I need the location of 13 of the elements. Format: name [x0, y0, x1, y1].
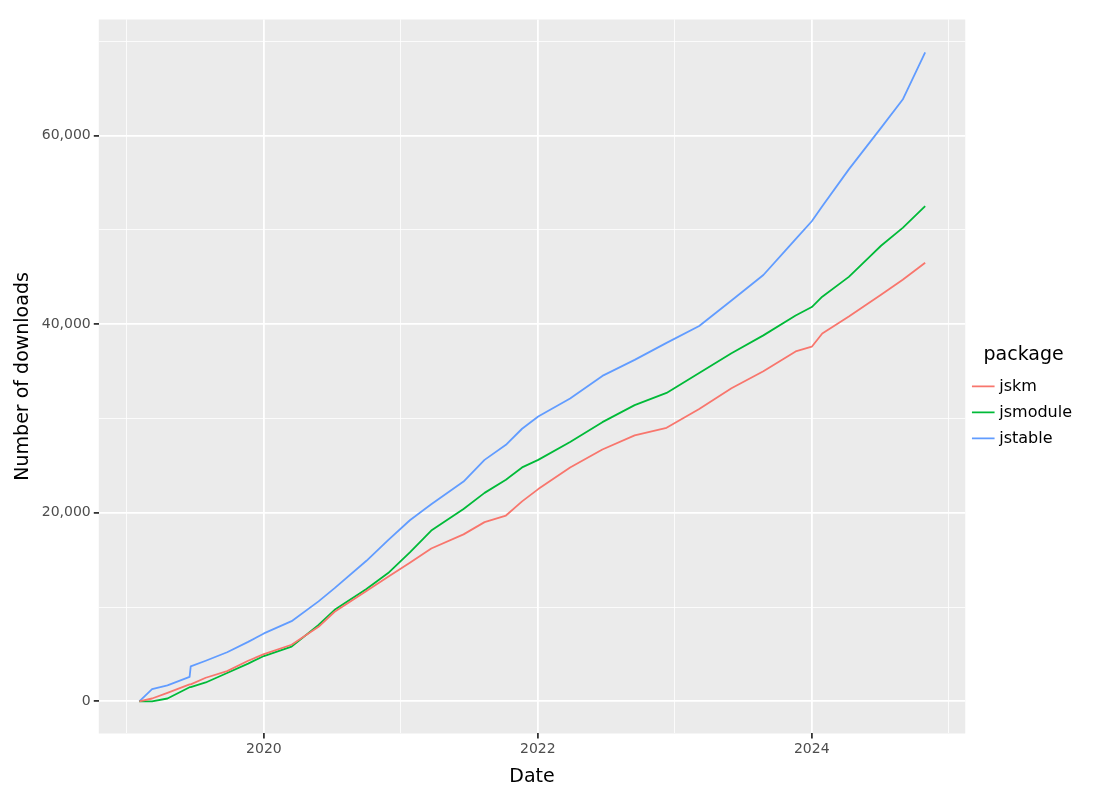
- y-tick-label: 60,000: [41, 126, 91, 143]
- legend-label: jskm: [998, 375, 1037, 395]
- x-axis-title: Date: [509, 763, 555, 786]
- x-tick-label: 2022: [520, 740, 556, 757]
- y-tick-label: 0: [81, 691, 91, 708]
- legend-title: package: [983, 342, 1064, 365]
- y-tick-label: 20,000: [41, 503, 91, 520]
- y-tick-label: 40,000: [41, 314, 91, 331]
- x-tick-label: 2024: [793, 740, 830, 757]
- legend-label: jstable: [998, 427, 1053, 447]
- x-tick-label: 2020: [246, 740, 282, 757]
- y-axis-title: Number of downloads: [10, 272, 33, 481]
- legend-label: jsmodule: [998, 401, 1073, 421]
